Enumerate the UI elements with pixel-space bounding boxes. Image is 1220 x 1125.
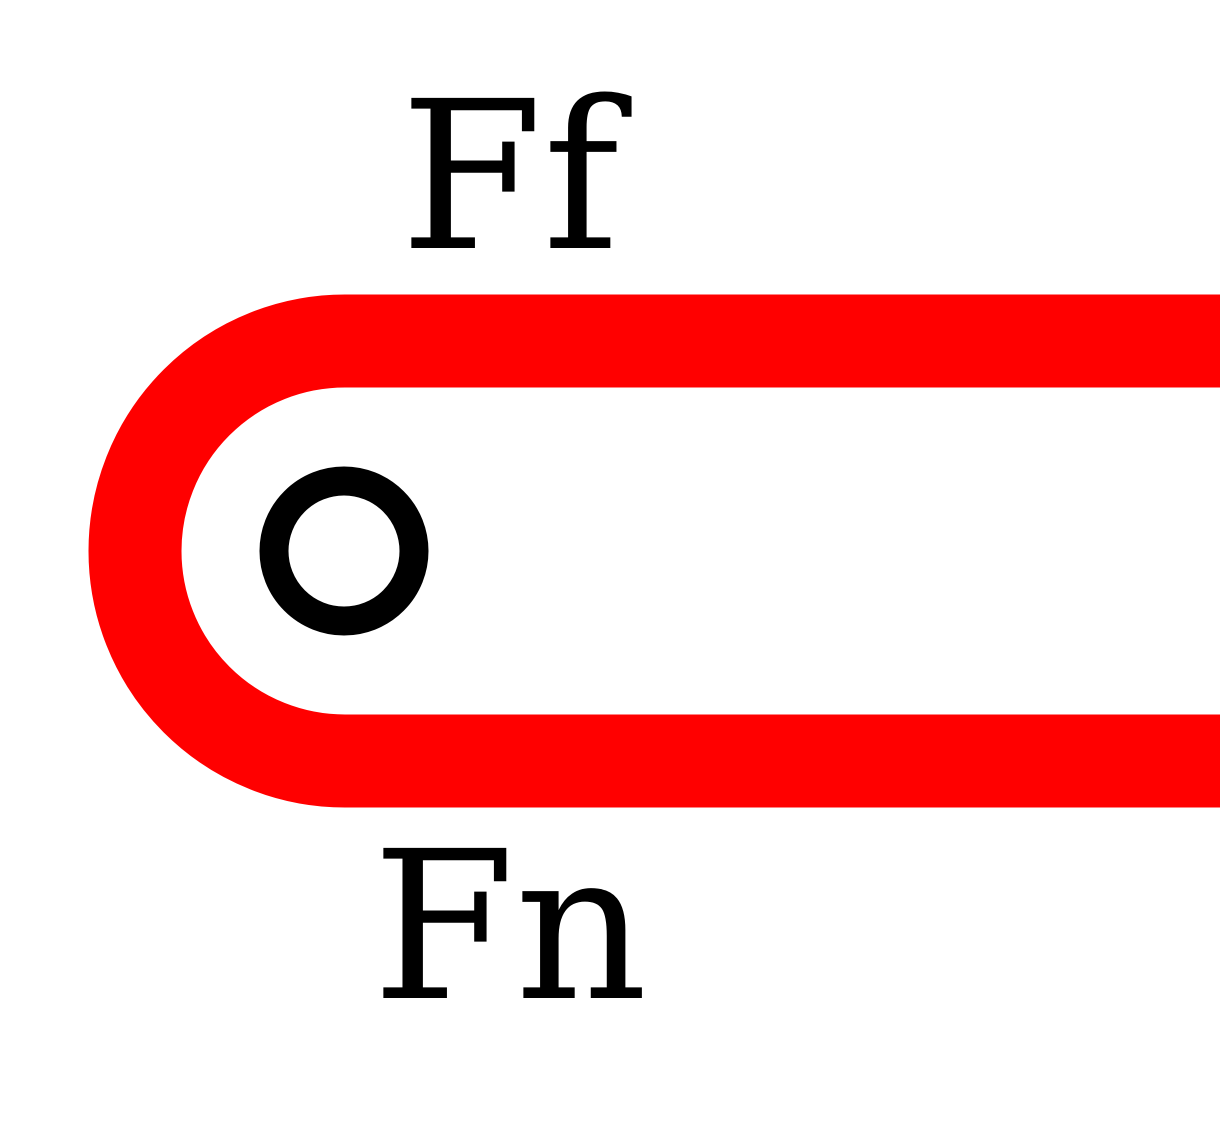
pulley-circle	[259, 466, 429, 636]
label-fn: Fn	[372, 807, 648, 1047]
label-ff: Ff	[400, 57, 632, 297]
belt	[88, 294, 1220, 808]
